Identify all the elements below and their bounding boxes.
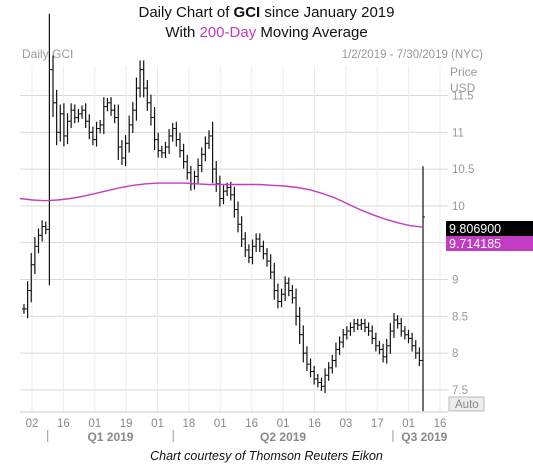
y-tick-label: 10	[452, 201, 465, 213]
subtitle-prefix: With	[165, 24, 200, 41]
last-price-tag-bg	[446, 221, 533, 236]
y-tick-label: 9	[452, 274, 458, 286]
x-tick-label: 02	[26, 418, 39, 430]
auto-scale-label: Auto	[455, 399, 479, 411]
axis-title-price: Price	[450, 65, 478, 79]
chart-subtitle: With 200-Day Moving Average	[0, 24, 533, 41]
ma-tag-bg	[446, 236, 533, 251]
x-tick-label: 17	[371, 418, 384, 430]
y-tick-label: 10.5	[452, 164, 474, 176]
x-tick-label: 01	[214, 418, 227, 430]
x-tick-label: 01	[151, 418, 164, 430]
price-bars	[22, 13, 425, 412]
x-tick-label: 18	[183, 418, 196, 430]
moving-average-line	[19, 182, 424, 228]
x-tick-label: 01	[277, 418, 290, 430]
x-tick-label: 01	[88, 418, 101, 430]
title-prefix: Daily Chart of	[138, 4, 234, 21]
x-tick-label: 19	[120, 418, 133, 430]
axis-title-usd: USD	[450, 81, 476, 95]
x-axis-ticks: 02 16 01 19 01 18 01 16 01 16 03 17 01 16	[26, 418, 447, 430]
y-tick-label: 8.5	[452, 311, 468, 323]
y-tick-label: 11.5	[452, 90, 474, 102]
y-tick-label: 8	[452, 348, 458, 360]
date-range-label: 1/2/2019 - 7/30/2019 (NYC)	[342, 49, 483, 61]
chart-title: Daily Chart of GCI since January 2019	[0, 4, 533, 21]
plot-background	[20, 66, 448, 412]
x-tick-label: 16	[245, 418, 258, 430]
chart-credit: Chart courtesy of Thomson Reuters Eikon	[150, 449, 383, 463]
x-tick-label: 16	[434, 418, 447, 430]
last-price-tag: 9.806900	[446, 221, 533, 236]
period-label: Q2 2019	[260, 430, 306, 444]
ma-value: 9.714185	[449, 237, 501, 251]
title-ticker: GCI	[233, 4, 261, 21]
period-label: Q1 2019	[87, 430, 133, 444]
x-tick-label: 03	[339, 418, 352, 430]
x-axis-periods: Q1 2019 Q2 2019 Q3 2019	[47, 430, 448, 444]
period-label: Q3 2019	[401, 430, 447, 444]
series-label: Daily GCI	[22, 47, 73, 61]
auto-scale-button[interactable]	[448, 396, 485, 412]
subtitle-highlight: 200-Day	[199, 24, 257, 41]
ma-tag: 9.714185	[446, 236, 533, 251]
last-price-value: 9.806900	[449, 222, 501, 236]
x-tick-label: 16	[57, 418, 70, 430]
y-tick-label: 11	[452, 127, 464, 139]
x-tick-label: 16	[308, 418, 321, 430]
y-tick-label: 7.5	[452, 385, 468, 397]
title-suffix: since January 2019	[260, 4, 395, 21]
subtitle-suffix: Moving Average	[256, 24, 368, 41]
x-tick-label: 01	[402, 418, 415, 430]
